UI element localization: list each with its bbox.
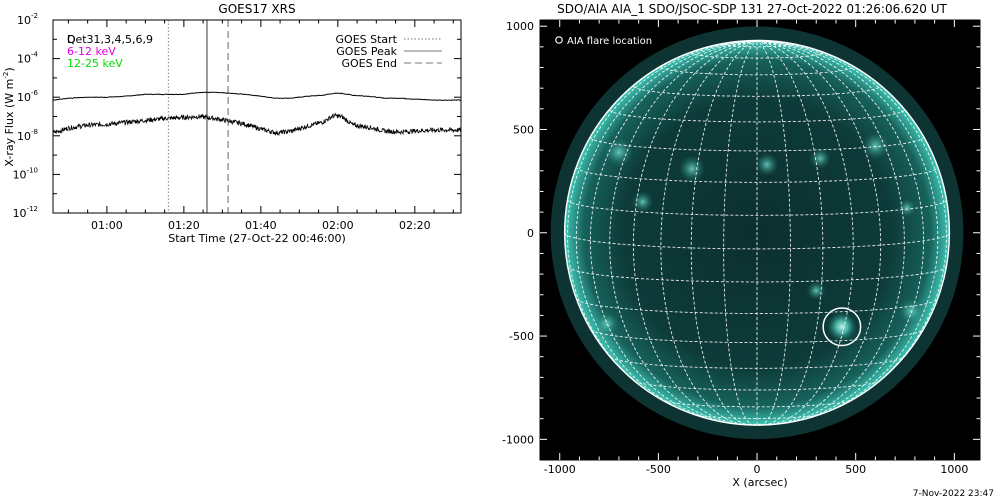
solar-limb: [563, 39, 951, 426]
flare-brightening: [827, 311, 857, 342]
goes-x-tick-label: 01:20: [168, 219, 200, 232]
goes-y-tick-label: 10-4: [17, 51, 39, 66]
goes-y-tick-exp: -10: [27, 166, 38, 174]
longitude-line: [589, 40, 758, 424]
goes-xrs-chart: GOES17 XRS 10-2 10-4 10-6 10-8 10-10 10-12 01…: [2, 2, 462, 245]
aia-x-axis-label: X (arcsec): [732, 476, 787, 489]
aia-y-tick-label: 1000: [506, 20, 534, 33]
aia-x-tick-label: 500: [845, 463, 866, 476]
goes-series-long: [53, 91, 461, 101]
active-region: [861, 132, 890, 160]
goes-y-axis-label: X-ray Flux (W m-2): [2, 67, 16, 166]
active-region: [631, 190, 654, 213]
aia-x-tick-label: -1000: [544, 463, 576, 476]
legend-goes-peak-label: GOES Peak: [336, 45, 397, 58]
aia-x-tick-label: 0: [754, 463, 761, 476]
goes-series: [53, 91, 461, 137]
goes-y-tick-label: 10-8: [17, 128, 38, 143]
goes-y-tick-label: 10-12: [13, 205, 38, 220]
longitude-line: [756, 40, 939, 421]
legend-goes-end-label: GOES End: [341, 57, 397, 70]
goes-x-axis: 01:00 01:20 01:40 02:00 02:20: [67, 20, 454, 232]
aia-legend-label: AIA flare location: [567, 36, 652, 47]
aia-legend-symbol: [555, 36, 563, 44]
aia-image-area: AIA flare location: [540, 20, 980, 460]
goes-y-tick-exp: -2: [31, 12, 38, 20]
legend-goes-start-label: GOES Start: [336, 33, 398, 46]
goes-detectors: Det31,3,4,5,6,9: [67, 33, 153, 46]
aia-y-tick-label: 0: [527, 227, 534, 240]
aia-chart-title: SDO/AIA AIA_1 SDO/JSOC-SDP 131 27-Oct-20…: [557, 2, 947, 16]
latitude-line: [633, 380, 881, 391]
goes-channel-labels: Q Det31,3,4,5,6,9 6-12 keV 12-25 keV: [67, 33, 153, 70]
latitude-line: [662, 399, 852, 408]
goes-y-axis-label-sup: -2: [2, 72, 10, 79]
longitude-line: [756, 40, 925, 424]
aia-legend: AIA flare location: [555, 36, 652, 47]
aia-y-tick-label: 500: [513, 123, 534, 136]
goes-x-tick-label: 02:00: [322, 219, 354, 232]
goes-y-tick-label: 10-6: [17, 89, 39, 104]
aia-x-tick-label: -500: [646, 463, 671, 476]
goes-y-axis-label-main: X-ray Flux (W m: [3, 79, 16, 167]
longitude-line: [575, 40, 758, 421]
goes-x-tick-label: 01:00: [91, 219, 123, 232]
goes-y-tick-label: 10-10: [13, 166, 38, 181]
goes-energy-6-12: 6-12 keV: [67, 45, 116, 58]
latitude-line: [567, 266, 947, 283]
longitude-line: [756, 40, 905, 425]
goes-series-short: [53, 112, 461, 137]
aia-plot-frame: [539, 19, 981, 461]
longitude-line: [567, 40, 758, 407]
goes-y-tick-label: 10-2: [17, 12, 38, 27]
goes-y-axis-label-close: ): [3, 67, 16, 71]
flare-location-marker: [822, 307, 862, 347]
active-region: [595, 311, 619, 336]
active-region: [604, 137, 634, 168]
goes-y-tick-exp: -12: [27, 205, 38, 213]
longitude-line: [756, 40, 947, 407]
active-region: [898, 298, 924, 325]
longitude-line: [690, 40, 758, 426]
aia-y-axis: 1000 500 0 -500 -1000: [502, 20, 980, 446]
goes-detector-overlap: Q: [67, 33, 76, 46]
active-region: [755, 152, 779, 177]
footer-timestamp: 7-Nov-2022 23:47: [913, 489, 994, 499]
aia-y-tick-label: -500: [509, 330, 534, 343]
goes-x-tick-label: 01:40: [245, 219, 277, 232]
active-region: [806, 280, 827, 301]
aia-x-axis: -1000 -500 0 500 1000: [544, 20, 968, 476]
active-region: [678, 154, 706, 183]
goes-x-axis-label: Start Time (27-Oct-22 00:46:00): [168, 232, 346, 245]
longitude-line: [756, 40, 791, 426]
goes-y-tick-exp: -4: [31, 51, 39, 59]
longitude-line: [756, 40, 824, 426]
goes-energy-12-25: 12-25 keV: [67, 57, 123, 70]
goes-x-tick-label: 02:20: [399, 219, 431, 232]
goes-chart-title: GOES17 XRS: [218, 2, 295, 16]
longitude-line: [632, 40, 758, 425]
latitude-line: [564, 232, 950, 250]
active-region: [809, 147, 832, 170]
aia-image-chart: SDO/AIA AIA_1 SDO/JSOC-SDP 131 27-Oct-20…: [502, 2, 981, 489]
longitude-line: [609, 40, 758, 425]
goes-y-tick-exp: -8: [31, 128, 38, 136]
aia-y-tick-label: -1000: [502, 433, 534, 446]
active-regions: [595, 132, 924, 342]
goes-legend: GOES Start GOES Peak GOES End: [336, 33, 442, 70]
aia-x-tick-label: 1000: [940, 463, 968, 476]
longitude-line: [756, 40, 882, 425]
latitude-line: [632, 85, 882, 97]
goes-y-tick-exp: -6: [31, 89, 39, 97]
longitude-line: [723, 40, 758, 426]
